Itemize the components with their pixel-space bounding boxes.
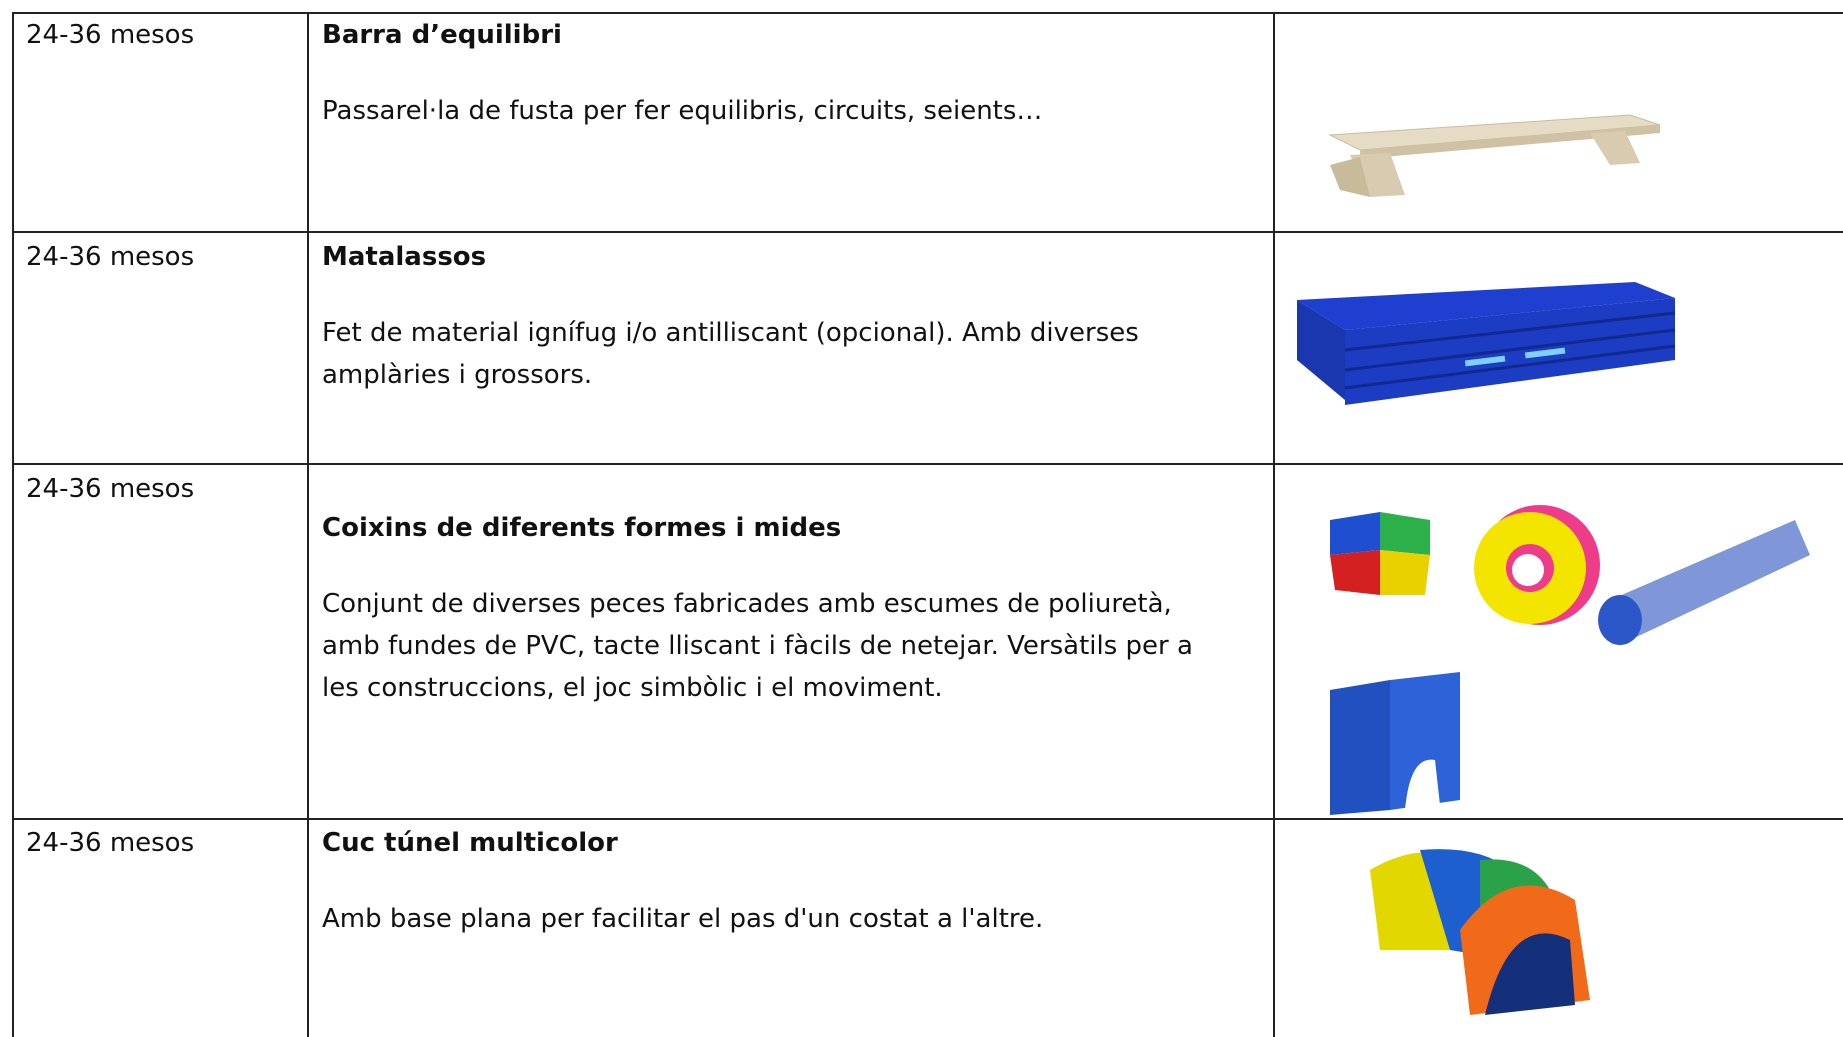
item-title: Coixins de diferents formes i mides [322, 513, 842, 543]
item-title: Matalassos [322, 242, 487, 272]
column-border [12, 12, 14, 1037]
item-title: Barra d’equilibri [322, 20, 562, 50]
item-description: Amb base plana per facilitar el pas d'un… [322, 904, 1044, 934]
row-border [12, 12, 1843, 14]
column-border [307, 12, 309, 1037]
balance-beam-image [1328, 114, 1661, 197]
cell: Cuc túnel multicolor Amb base plana per … [322, 822, 1222, 940]
age: 24-36 mesos [26, 242, 195, 272]
age: 24-36 mesos [26, 828, 195, 858]
cushions-image [1330, 505, 1810, 815]
row-border [12, 463, 1843, 465]
mats-image [1297, 282, 1676, 405]
row-border [12, 231, 1843, 233]
age: 24-36 mesos [26, 474, 195, 504]
cell: Matalassos Fet de material ignífug i/o a… [322, 236, 1222, 396]
cell: Barra d’equilibri Passarel·la de fusta p… [322, 14, 1222, 132]
column-border [1273, 12, 1275, 1037]
item-description: Fet de material ignífug i/o antilliscant… [322, 318, 1139, 390]
age: 24-36 mesos [26, 20, 195, 50]
item-description: Conjunt de diverses peces fabricades amb… [322, 589, 1193, 703]
item-description: Passarel·la de fusta per fer equilibris,… [322, 96, 1043, 126]
tunnel-image [1370, 849, 1590, 1015]
row-border [12, 818, 1843, 820]
cell: Coixins de diferents formes i mides Conj… [322, 507, 1222, 709]
item-title: Cuc túnel multicolor [322, 828, 618, 858]
